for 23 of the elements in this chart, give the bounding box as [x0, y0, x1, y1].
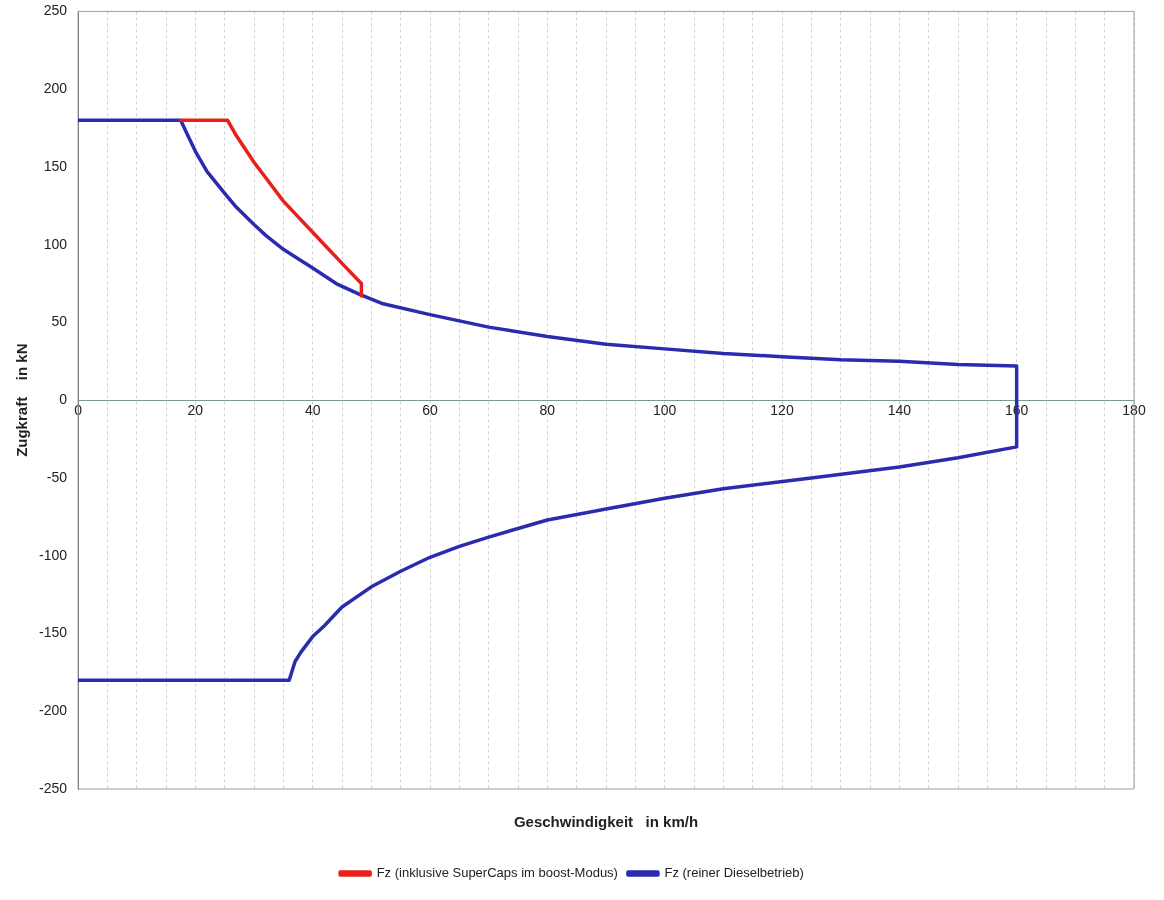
y-tick-label: -100 — [38, 546, 68, 563]
x-tick-label: 100 — [653, 402, 677, 419]
x-tick-label: 60 — [422, 402, 439, 419]
y-tick-label: 250 — [43, 2, 68, 19]
x-tick-label: 20 — [187, 402, 204, 419]
y-tick-label: -150 — [38, 624, 68, 641]
legend-label: Fz (reiner Dieselbetrieb) — [664, 865, 804, 881]
legend-label: Fz (inklusive SuperCaps im boost-Modus) — [376, 865, 618, 881]
x-tick-label: 180 — [1122, 402, 1146, 419]
y-tick-label: 150 — [43, 157, 68, 174]
y-tick-label: -250 — [38, 779, 68, 796]
x-tick-label: 140 — [887, 402, 912, 419]
x-axis-title: Geschwindigkeit in km/h — [513, 813, 699, 831]
y-axis-title: Zugkraft in kN — [13, 343, 31, 457]
y-tick-label: -200 — [38, 702, 68, 719]
y-tick-label: -50 — [46, 468, 68, 485]
y-tick-label: 200 — [43, 80, 68, 97]
y-tick-label: 0 — [59, 391, 68, 408]
y-tick-label: 100 — [43, 235, 68, 252]
y-tick-label: 50 — [51, 313, 68, 330]
x-tick-label: 40 — [304, 402, 321, 419]
x-tick-label: 120 — [770, 402, 794, 419]
x-tick-label: 80 — [539, 402, 556, 419]
